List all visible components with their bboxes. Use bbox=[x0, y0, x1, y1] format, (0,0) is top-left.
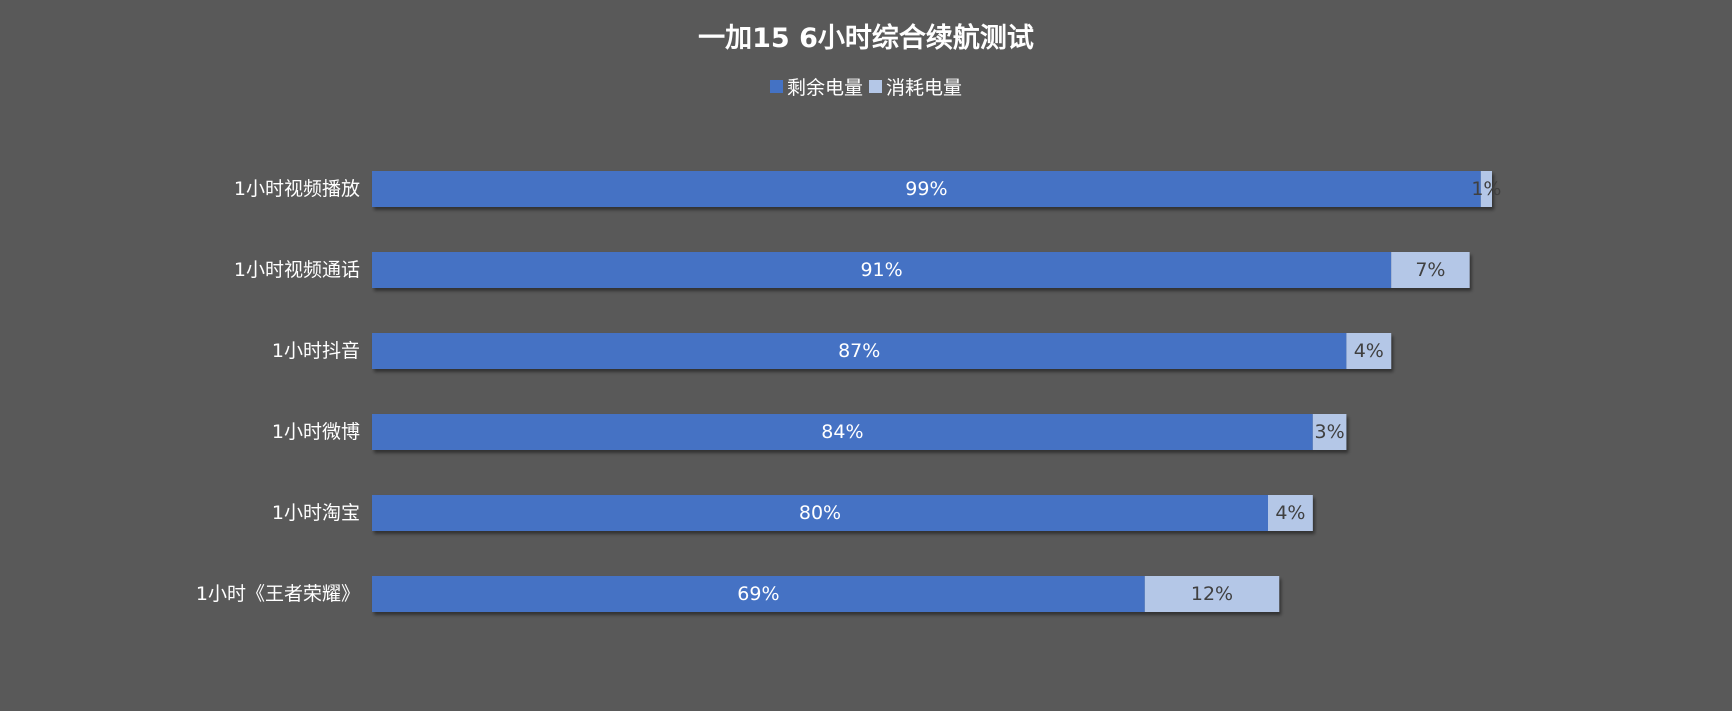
bar-consumed bbox=[1391, 252, 1470, 288]
bar-remaining bbox=[372, 576, 1145, 612]
bar-group bbox=[372, 171, 1492, 207]
legend-label-remaining: 剩余电量 bbox=[786, 77, 863, 99]
data-label-remaining: 87% bbox=[838, 340, 880, 362]
bar-group bbox=[372, 495, 1313, 531]
category-label: 1小时微博 bbox=[272, 421, 360, 443]
category-label: 1小时《王者荣耀》 bbox=[196, 583, 360, 605]
bar-consumed bbox=[1480, 171, 1492, 207]
data-label-consumed: 12% bbox=[1191, 583, 1233, 605]
bar-consumed bbox=[1312, 414, 1347, 450]
legend-swatch-remaining bbox=[769, 80, 783, 93]
bar-remaining bbox=[372, 333, 1347, 369]
bar-remaining bbox=[372, 414, 1313, 450]
category-label: 1小时抖音 bbox=[272, 340, 360, 362]
legend-label-consumed: 消耗电量 bbox=[886, 77, 963, 99]
bar-group bbox=[372, 576, 1280, 612]
data-label-remaining: 84% bbox=[821, 421, 863, 443]
legend-item-remaining: 剩余电量 bbox=[769, 73, 863, 100]
chart-title: 一加15 6小时综合续航测试 bbox=[698, 23, 1034, 54]
bar-remaining bbox=[372, 495, 1268, 531]
legend-item-consumed: 消耗电量 bbox=[869, 73, 962, 100]
bar-remaining bbox=[372, 171, 1481, 207]
bar-consumed bbox=[1268, 495, 1313, 531]
legend-swatch-consumed bbox=[869, 80, 882, 93]
bar-consumed bbox=[1346, 333, 1392, 369]
data-label-remaining: 80% bbox=[799, 502, 841, 524]
category-label: 1小时视频通话 bbox=[234, 259, 360, 281]
category-label: 1小时视频播放 bbox=[234, 178, 360, 200]
data-label-consumed: 7% bbox=[1415, 259, 1445, 281]
data-label-consumed: 1% bbox=[1471, 178, 1501, 200]
bar-group bbox=[372, 252, 1470, 288]
data-label-remaining: 99% bbox=[905, 178, 947, 200]
bar-group bbox=[372, 333, 1392, 369]
data-label-consumed: 4% bbox=[1354, 340, 1384, 362]
data-label-remaining: 91% bbox=[860, 259, 902, 281]
data-label-consumed: 3% bbox=[1315, 421, 1345, 443]
bar-group bbox=[372, 414, 1347, 450]
data-label-remaining: 69% bbox=[737, 583, 779, 605]
category-label: 1小时淘宝 bbox=[272, 502, 360, 524]
bar-consumed bbox=[1144, 576, 1280, 612]
legend: 剩余电量 消耗电量 bbox=[0, 73, 1732, 100]
bar-remaining bbox=[372, 252, 1392, 288]
data-label-consumed: 4% bbox=[1275, 502, 1305, 524]
